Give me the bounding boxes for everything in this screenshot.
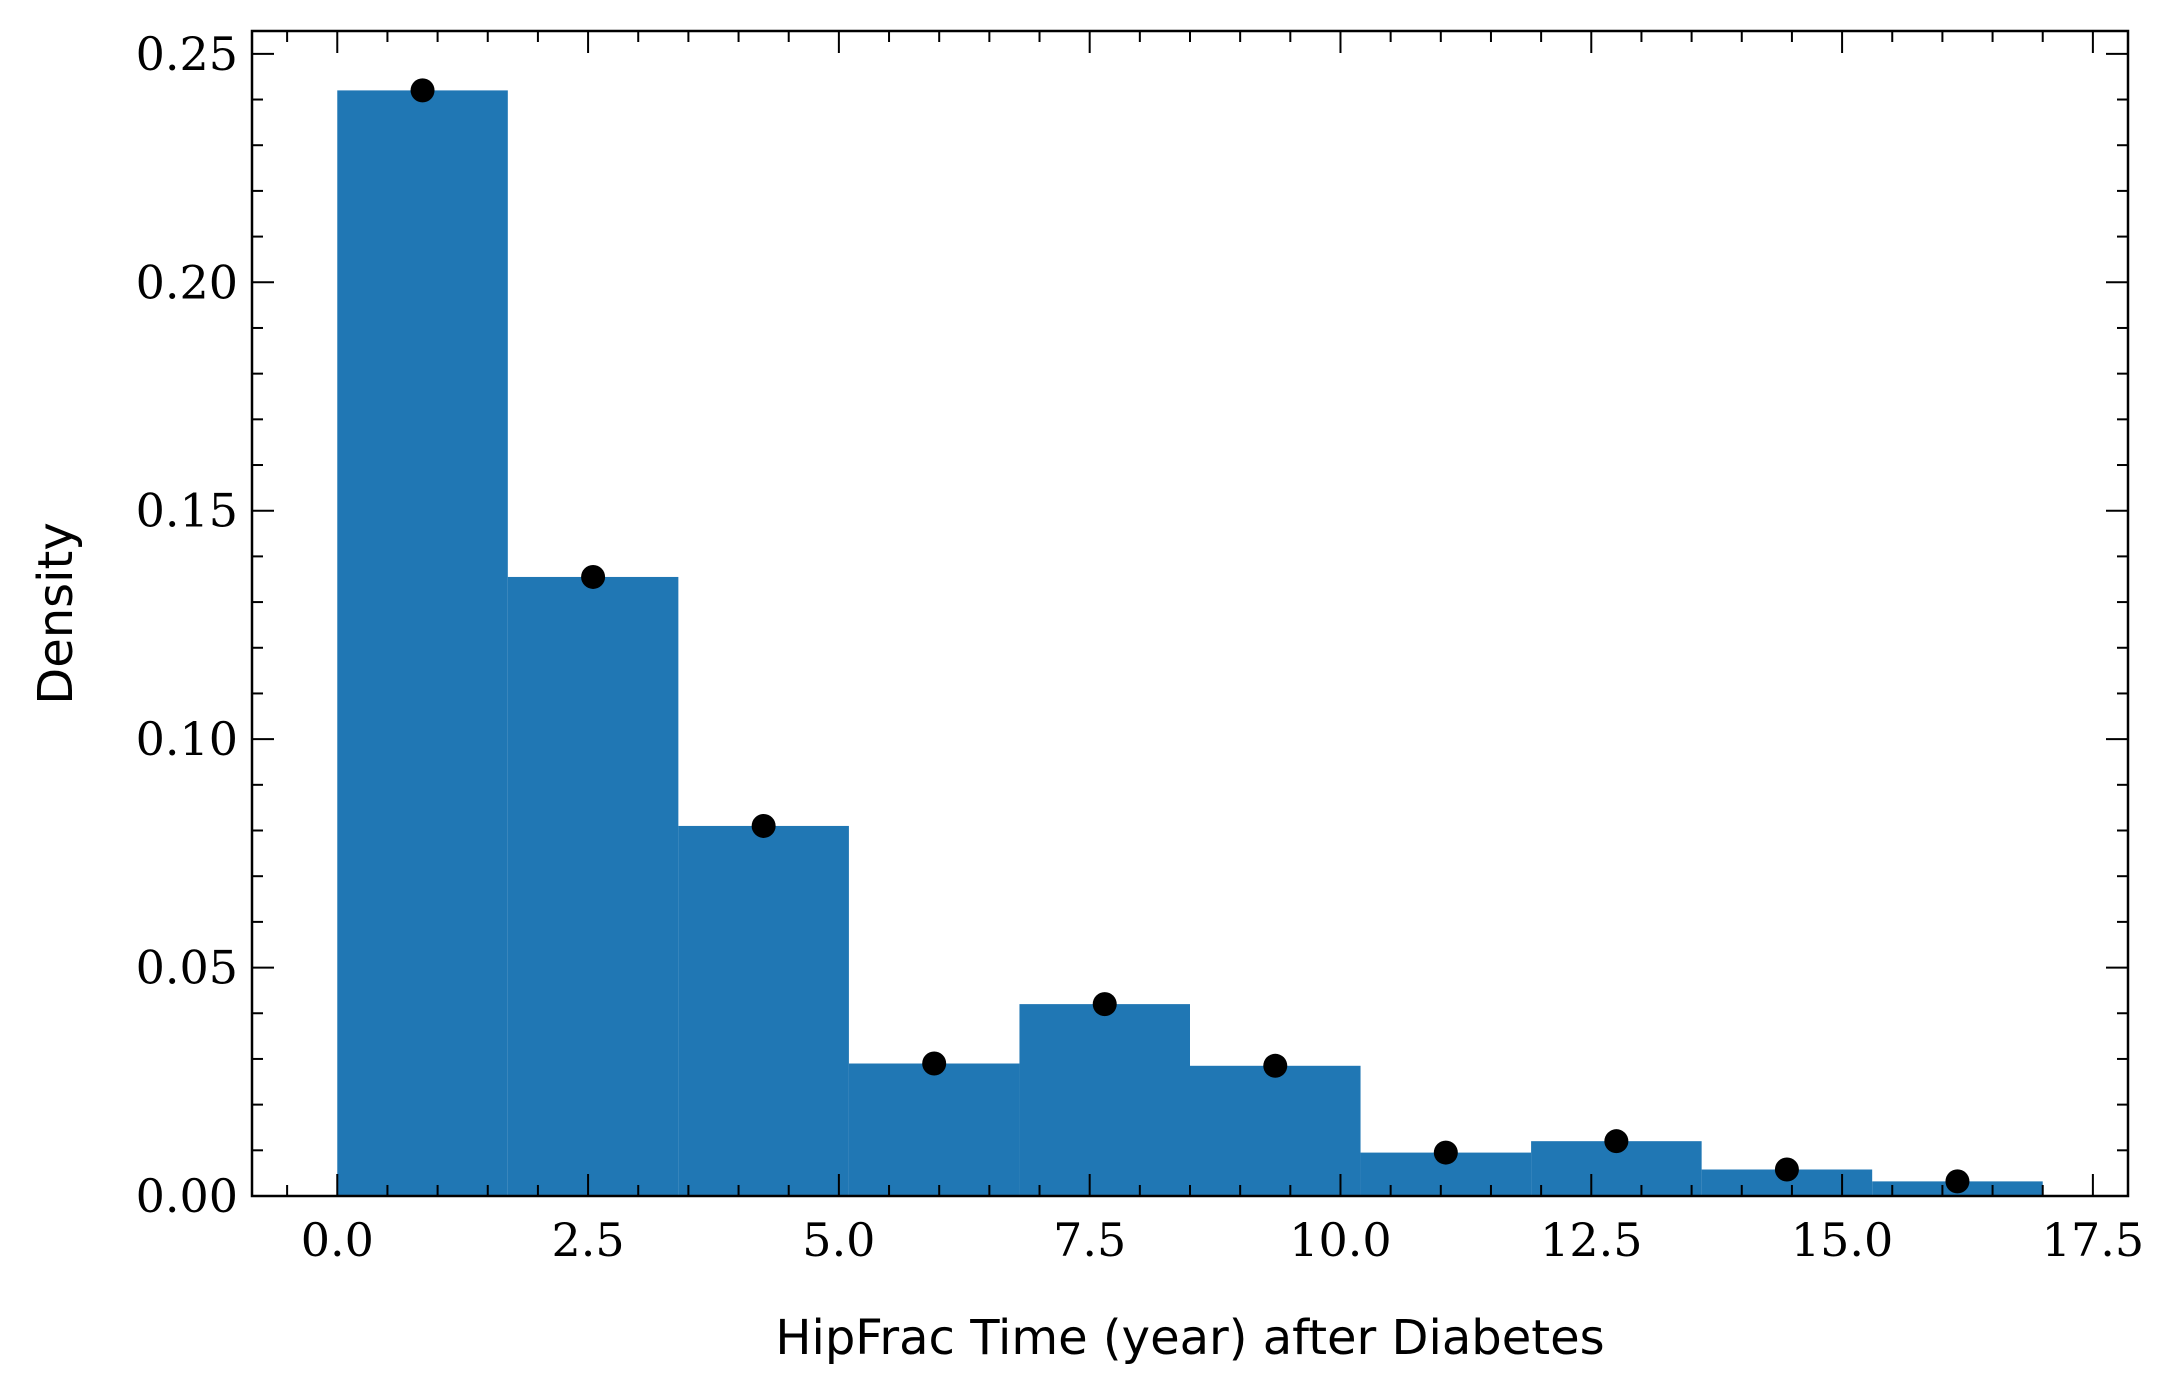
- y-tick-label: 0.05: [136, 941, 238, 995]
- y-tick-label: 0.10: [136, 712, 238, 766]
- histogram-bar-4: [848, 1063, 1020, 1196]
- x-tick-label: 0.0: [301, 1213, 374, 1267]
- density-point-2: [581, 564, 606, 589]
- density-point-8: [1604, 1129, 1629, 1154]
- histogram-bar-2: [507, 576, 679, 1196]
- x-tick-label: 5.0: [802, 1213, 875, 1267]
- density-point-3: [751, 813, 776, 838]
- density-point-9: [1774, 1157, 1799, 1182]
- density-points: [410, 78, 1970, 1194]
- y-axis-ticks: 0.00 0.05 0.10 0.15 0.20 0.25: [136, 27, 2128, 1223]
- histogram-bar-1: [337, 90, 508, 1196]
- density-point-4: [922, 1051, 947, 1076]
- y-tick-label: 0.20: [136, 255, 238, 309]
- histogram-bar-3: [678, 825, 849, 1196]
- density-point-7: [1433, 1140, 1458, 1165]
- histogram-bar-5: [1019, 1004, 1190, 1196]
- x-tick-label: 15.0: [1791, 1213, 1893, 1267]
- y-axis-title: Density: [28, 522, 84, 704]
- density-point-1: [410, 78, 435, 103]
- density-point-6: [1263, 1053, 1288, 1078]
- density-point-10: [1945, 1169, 1970, 1194]
- histogram-bars: [337, 90, 2043, 1196]
- y-tick-label: 0.15: [136, 484, 238, 538]
- y-tick-label: 0.25: [136, 27, 238, 81]
- x-axis-ticks: 0.0 2.5 5.0 7.5 10.0 12.5 15.0 17.5: [286, 31, 2144, 1267]
- x-tick-label: 12.5: [1540, 1213, 1642, 1267]
- histogram-bar-6: [1190, 1065, 1361, 1196]
- x-tick-label: 17.5: [2042, 1213, 2144, 1267]
- x-tick-label: 7.5: [1053, 1213, 1126, 1267]
- density-point-5: [1092, 992, 1117, 1017]
- y-tick-label: 0.00: [136, 1169, 238, 1223]
- x-axis-title: HipFrac Time (year) after Diabetes: [775, 1310, 1604, 1366]
- x-tick-label: 2.5: [551, 1213, 624, 1267]
- x-tick-label: 10.0: [1289, 1213, 1391, 1267]
